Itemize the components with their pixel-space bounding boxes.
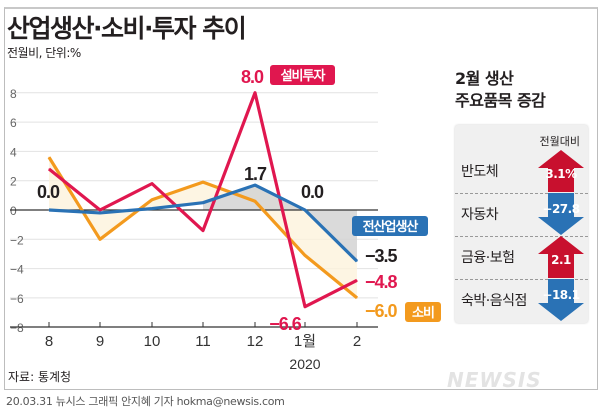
data-label: −4.8	[365, 272, 398, 292]
y-tick-label: −6	[10, 292, 24, 306]
x-tick-label: 9	[96, 333, 104, 350]
data-label: −6.0	[365, 301, 398, 321]
data-label: −6.6	[269, 314, 302, 334]
data-label: −3.5	[365, 246, 398, 266]
x-tick-label: 10	[144, 333, 161, 350]
production-area	[203, 185, 357, 262]
data-label: 1.7	[244, 164, 267, 184]
data-label: 0.0	[37, 182, 60, 202]
data-point	[151, 183, 153, 185]
y-tick-label: 0	[10, 204, 17, 218]
year-label: 2020	[289, 356, 320, 372]
data-point	[48, 168, 50, 170]
data-point	[356, 260, 358, 262]
data-label: 0.0	[301, 182, 324, 202]
data-point	[99, 209, 101, 211]
consumption-production-band	[49, 157, 357, 298]
panel-title: 2월 생산 주요품목 증감	[455, 68, 546, 112]
data-point	[304, 209, 306, 211]
data-point	[99, 212, 101, 214]
item-value: −27.8	[542, 202, 580, 216]
chart-frame	[4, 7, 598, 390]
data-point	[202, 181, 204, 183]
item-value: 2.1	[551, 253, 571, 267]
items-panel: 전월대비 반도체 3.1% 자동차 −27.8 금융·보험 2.1 숙박·음식점 −1…	[455, 125, 588, 323]
series-tag-label: 설비투자	[281, 69, 326, 84]
x-tick-label: 11	[195, 333, 211, 350]
arrow-down-icon: −27.8	[538, 193, 584, 235]
y-tick-label: −4	[10, 263, 24, 277]
series-tag-bg	[270, 65, 335, 85]
series-tag-label: 전산업생산	[363, 219, 419, 235]
chart-subtitle: 전월비, 단위:%	[7, 46, 81, 60]
arrow-up-icon: 2.1	[538, 236, 584, 278]
panel-item: 자동차 −27.8	[455, 192, 588, 237]
y-tick-label: 2	[10, 175, 17, 189]
y-tick-label: −8	[10, 321, 24, 335]
data-point	[254, 184, 256, 186]
data-point	[356, 297, 358, 299]
data-point	[304, 306, 306, 308]
y-tick-label: 8	[10, 87, 17, 101]
data-point	[254, 92, 256, 94]
series-tag-bg	[405, 302, 441, 322]
x-tick-label: 12	[247, 333, 264, 350]
y-tick-label: 6	[10, 116, 17, 130]
data-point	[151, 208, 153, 210]
item-label: 금융·보험	[461, 250, 515, 266]
data-point	[151, 199, 153, 201]
arrow-up-icon: 3.1%	[538, 150, 584, 192]
panel-title-line2: 주요품목 증감	[455, 91, 546, 110]
data-point	[48, 156, 50, 158]
y-tick-label: −2	[10, 233, 24, 247]
series-tag-bg	[352, 216, 428, 236]
footer-credit: 20.03.31 뉴시스 그래픽 안지혜 기자 hokma@newsis.com	[6, 395, 285, 408]
data-label: 8.0	[241, 67, 264, 87]
data-point	[254, 200, 256, 202]
series-tag-label: 소비	[412, 306, 434, 321]
data-point	[202, 230, 204, 232]
data-point	[99, 238, 101, 240]
data-point	[48, 209, 50, 211]
column-label: 전월대비	[539, 135, 580, 148]
x-tick-label: 2	[353, 333, 361, 350]
x-tick-label: 8	[45, 333, 53, 350]
chart-title: 산업생산·소비·투자 추이	[7, 14, 247, 43]
item-value: 3.1%	[545, 167, 577, 181]
item-label: 반도체	[461, 164, 499, 180]
data-point	[356, 279, 358, 281]
item-label: 숙박·음식점	[461, 293, 527, 309]
arrow-down-icon: −18.1	[538, 279, 584, 321]
item-label: 자동차	[461, 207, 499, 223]
panel-title-line1: 2월 생산	[455, 69, 514, 88]
panel-item: 반도체 3.1%	[455, 149, 588, 194]
data-point	[304, 254, 306, 256]
panel-item: 숙박·음식점 −18.1	[455, 278, 588, 322]
panel-item: 금융·보험 2.1	[455, 235, 588, 280]
newsis-logo: NEWSIS	[447, 368, 542, 392]
item-value: −18.1	[542, 288, 580, 302]
x-tick-label: 1월	[294, 333, 316, 350]
y-tick-label: 4	[10, 145, 17, 159]
source-note: 자료: 통계청	[8, 370, 72, 384]
data-point	[202, 202, 204, 204]
